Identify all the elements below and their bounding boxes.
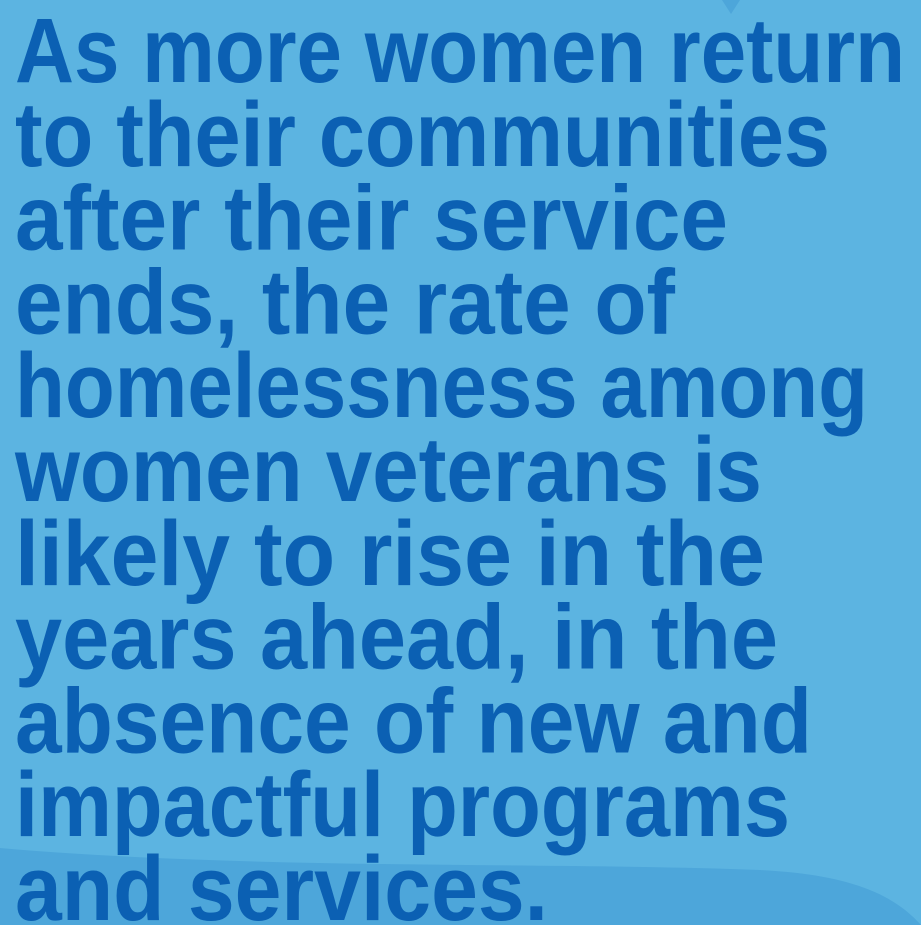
quote-line: years ahead, in the — [15, 587, 778, 689]
quote-line: women veterans is — [14, 419, 762, 521]
quote-line: to their communities — [15, 84, 830, 186]
background-wave — [0, 848, 921, 925]
quote-line: As more women return — [15, 0, 905, 102]
quote-line: ends, the rate of — [15, 251, 675, 353]
quote-line: likely to rise in the — [15, 503, 765, 605]
quote-line: impactful programs — [15, 754, 790, 856]
quote-line: and services. — [15, 838, 548, 925]
quote-line: homelessness among — [15, 335, 868, 437]
quote-line: absence of new and — [15, 670, 812, 772]
pointer — [722, 0, 740, 14]
quote-line: after their service — [15, 168, 728, 270]
